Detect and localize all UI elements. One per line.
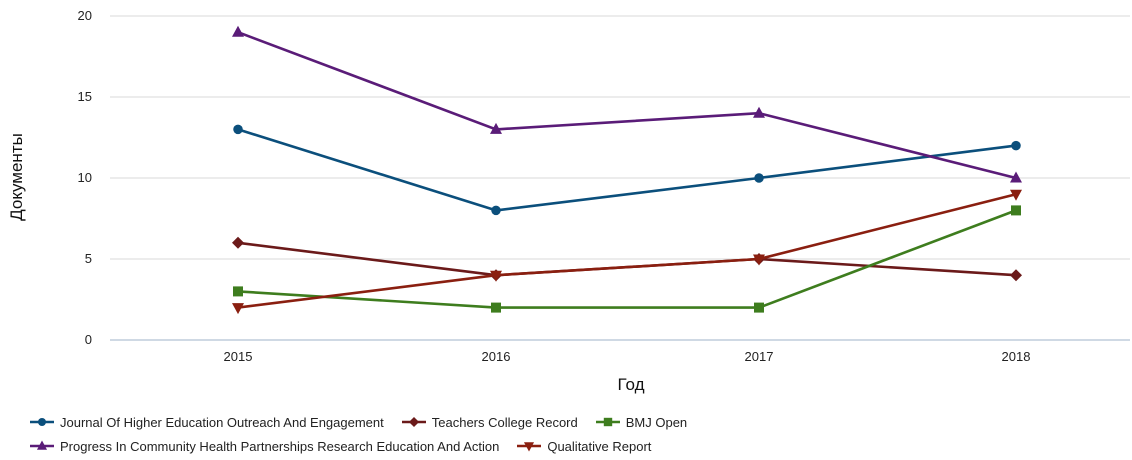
data-point-circle[interactable] (1011, 140, 1021, 151)
legend-item-qualitative-report[interactable]: Qualitative Report (517, 439, 651, 454)
legend-item-progress-community-health[interactable]: Progress In Community Health Partnership… (30, 439, 499, 454)
legend-item-journal-higher-education[interactable]: Journal Of Higher Education Outreach And… (30, 415, 384, 430)
x-tick-labels: 2015 2016 2017 2018 (224, 349, 1031, 364)
series-3 (233, 205, 1021, 313)
x-tick-label: 2017 (745, 349, 774, 364)
line-chart: 0 5 10 15 20 2015 2016 2017 2018 Документы Год (7, 8, 1130, 394)
y-tick-label: 20 (78, 8, 92, 23)
data-point-triangle-down[interactable] (232, 303, 244, 315)
data-point-triangle-down[interactable] (753, 254, 765, 266)
data-point-square[interactable] (491, 302, 501, 313)
data-point-triangle-down[interactable] (490, 270, 502, 282)
data-point-square[interactable] (754, 302, 764, 313)
data-point-circle[interactable] (233, 124, 243, 135)
series-lines (232, 25, 1022, 315)
legend-marker-triangle-down-icon (517, 440, 542, 452)
x-tick-label: 2018 (1002, 349, 1031, 364)
data-point-square[interactable] (1011, 205, 1021, 216)
legend-marker-diamond-icon (401, 416, 426, 428)
data-point-square[interactable] (233, 286, 243, 297)
data-point-triangle-up[interactable] (1010, 171, 1022, 183)
series-line (237, 128, 1017, 212)
x-tick-label: 2016 (482, 349, 511, 364)
legend-marker-triangle-up-icon (30, 440, 54, 452)
y-tick-labels: 0 5 10 15 20 (78, 8, 92, 347)
legend-item-teachers-college-record[interactable]: Teachers College Record (401, 414, 578, 430)
legend-marker-square-icon (595, 416, 620, 428)
series-line (237, 192, 1017, 309)
data-point-circle[interactable] (491, 205, 501, 216)
gridlines (110, 15, 1130, 341)
legend-label: Journal Of Higher Education Outreach And… (60, 414, 384, 430)
legend-label: Qualitative Report (547, 438, 652, 454)
legend-label: Teachers College Record (431, 414, 578, 430)
data-point-circle[interactable] (754, 173, 764, 183)
y-tick-label: 5 (85, 251, 92, 266)
data-point-diamond[interactable] (232, 236, 244, 249)
y-tick-label: 15 (78, 89, 92, 104)
y-tick-label: 0 (85, 332, 92, 347)
data-point-triangle-up[interactable] (753, 106, 765, 118)
legend-marker-circle-icon (30, 416, 54, 428)
y-tick-label: 10 (78, 170, 92, 185)
series-4 (232, 25, 1022, 183)
data-point-triangle-up[interactable] (490, 122, 502, 134)
x-tick-label: 2015 (224, 349, 253, 364)
legend-label: Progress In Community Health Partnership… (60, 438, 500, 454)
data-point-diamond[interactable] (1010, 269, 1022, 282)
legend-row-2: Progress In Community Health Partnership… (30, 434, 1120, 458)
series-line (237, 209, 1017, 309)
series-line (237, 30, 1017, 180)
y-axis-title: Документы (7, 133, 26, 221)
series-1 (233, 124, 1021, 216)
series-5 (232, 189, 1022, 315)
legend-item-bmj-open[interactable]: BMJ Open (595, 414, 688, 430)
legend-row-1: Journal Of Higher Education Outreach And… (30, 410, 1120, 434)
data-point-triangle-down[interactable] (1010, 189, 1022, 201)
data-point-triangle-up[interactable] (232, 25, 244, 37)
legend-label: BMJ Open (625, 414, 688, 430)
x-axis-title: Год (617, 375, 644, 394)
legend: Journal Of Higher Education Outreach And… (30, 410, 1120, 458)
